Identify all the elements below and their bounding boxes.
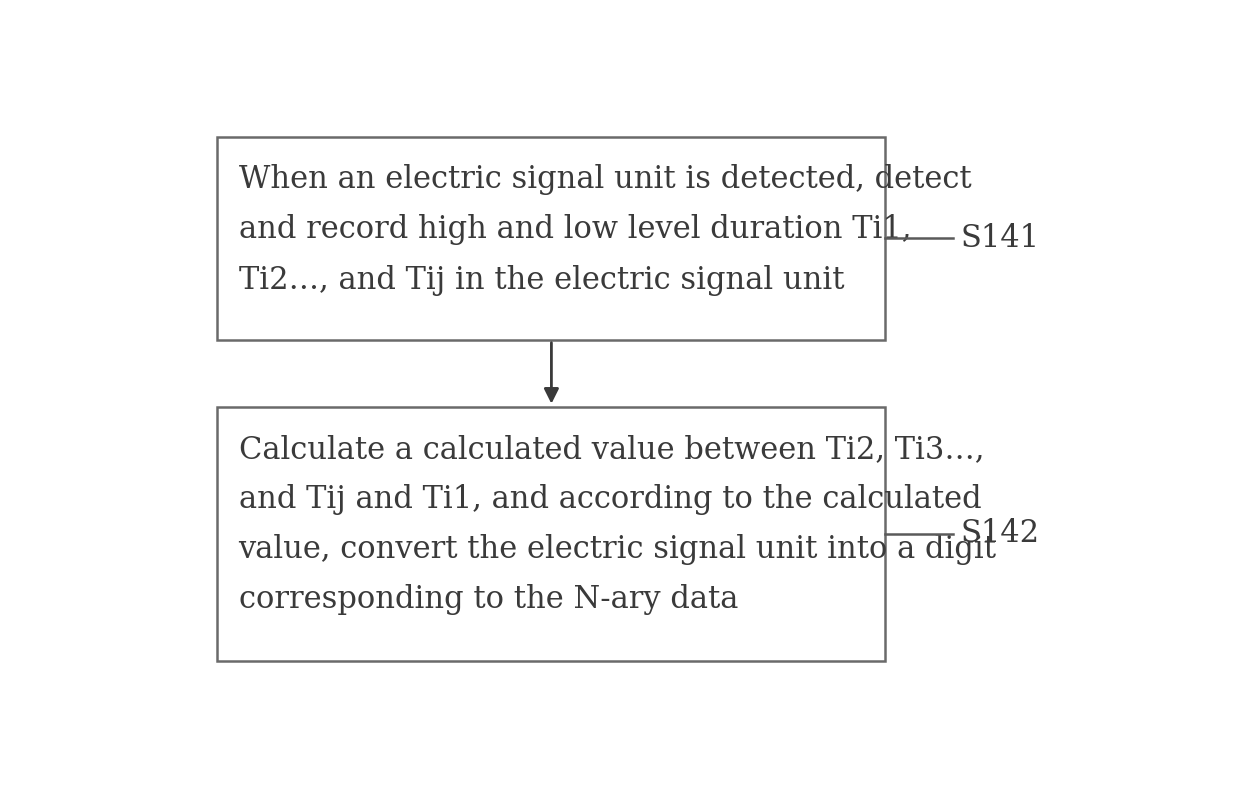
Text: Calculate a calculated value between Ti2, Ti3…,
and Tij and Ti1, and according t: Calculate a calculated value between Ti2… [238,434,997,615]
FancyBboxPatch shape [217,137,885,340]
FancyBboxPatch shape [217,407,885,661]
Text: S142: S142 [960,519,1039,549]
Text: S141: S141 [960,223,1039,254]
Text: When an electric signal unit is detected, detect
and record high and low level d: When an electric signal unit is detected… [238,164,971,296]
